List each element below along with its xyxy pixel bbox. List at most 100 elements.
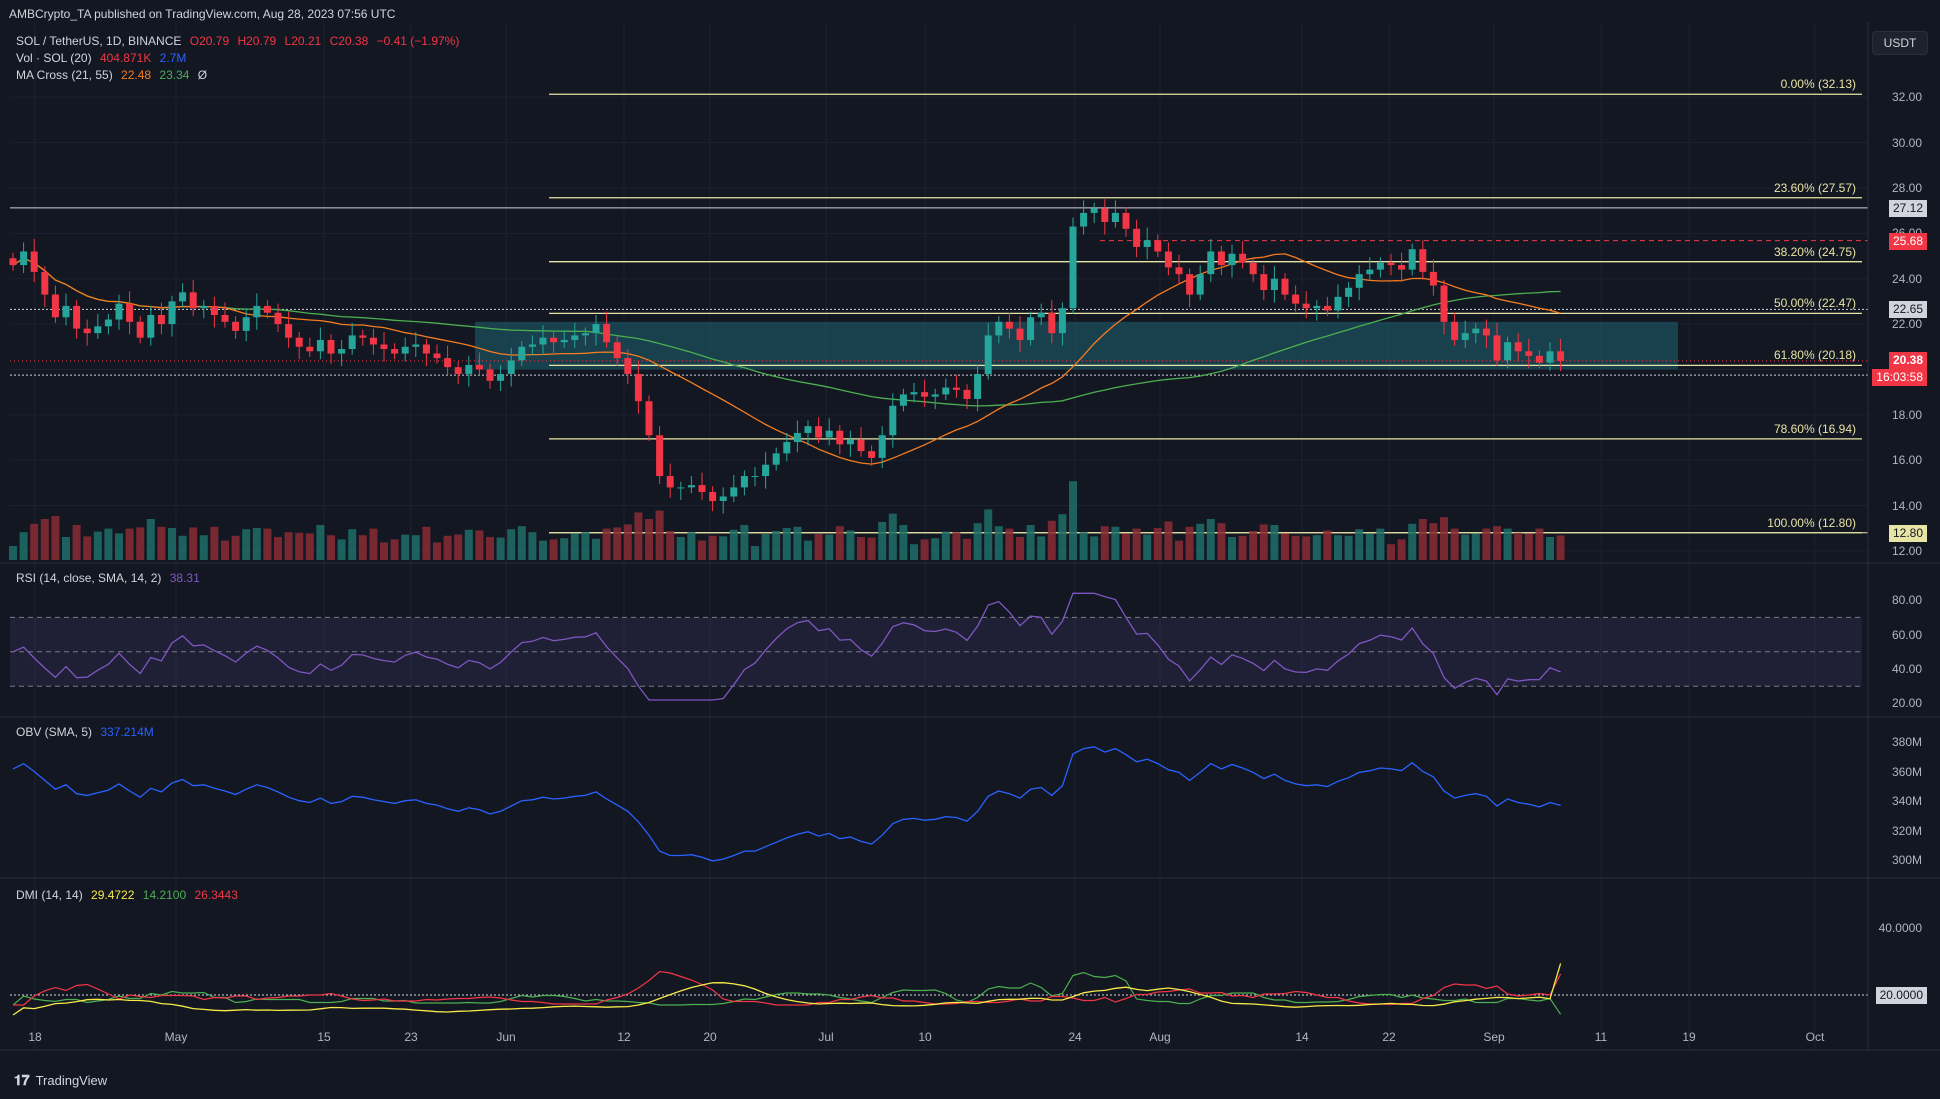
volume-bar [676,537,685,560]
date-tick-label: 20 [703,1030,717,1044]
candle-body [1546,351,1554,363]
volume-bar [83,536,92,560]
candle-body [348,335,356,350]
candle-body [497,373,505,381]
volume-bar [433,542,441,560]
candle-body [528,344,536,347]
candle-body [253,305,261,318]
volume-bar [602,528,611,560]
candle-body [613,342,621,359]
candle-body [1186,274,1194,295]
candle-body [1080,212,1088,227]
volume-bar [1440,517,1448,560]
volume-bar [93,531,102,560]
candle-body [571,335,579,340]
publish-info: AMBCrypto_TA published on TradingView.co… [9,7,396,21]
volume-bar [549,539,558,560]
ma-label: MA Cross (21, 55) [16,68,113,82]
obv-tick-label: 380M [1891,735,1922,750]
fib-level-label: 0.00% (32.13) [1780,77,1856,92]
price-tick-label: 14.00 [1891,498,1922,513]
candle-body [465,364,473,374]
candle-body [232,321,240,331]
obv-line [12,746,1561,862]
obv-tick-label: 360M [1891,764,1922,779]
candle-body [1419,249,1427,272]
volume-bar [1090,536,1099,560]
candles[interactable] [9,199,1565,514]
ma-slow-value: 23.34 [159,68,190,82]
rsi-value: 38.31 [169,571,200,585]
candle-body [221,315,229,322]
volume-bar [1143,534,1152,560]
candle-body [1101,208,1109,222]
candle-body [444,358,452,368]
volume-bar [72,525,81,560]
obv-label: OBV (SMA, 5) [16,725,93,739]
volume-bar [1291,535,1300,560]
volume-bar [316,525,325,560]
volume-bar [1132,528,1141,560]
candle-body [1281,278,1289,295]
volume-bar [348,529,357,560]
candle-body [910,392,918,395]
candle-body [592,324,600,334]
candle-body [263,305,271,313]
volume-bar [1047,520,1056,560]
rsi-band [10,617,1862,687]
volume-bar [62,537,70,560]
candle-body [1440,285,1448,322]
volume-bar [380,542,388,560]
volume-bar [899,525,908,560]
volume-label: Vol · SOL (20) [16,51,92,65]
candle-body [793,432,801,443]
candle-body [878,435,886,458]
candle-body [1355,274,1363,288]
candle-body [634,373,642,402]
candle-body [804,426,812,433]
volume-bar [390,539,399,560]
candle-body [200,305,208,309]
volume-ma-value: 2.7M [159,51,187,65]
volume-bar [772,531,781,560]
volume-bar [1122,533,1130,560]
volume-bar [1217,523,1226,560]
volume-bar [1365,533,1374,560]
price-tick-label: 18.00 [1891,407,1922,422]
candle-body [762,464,770,477]
volume-bar [973,523,982,560]
date-tick-label: 10 [918,1030,932,1044]
candle-body [687,485,695,488]
volume-bar [40,519,49,560]
dmi-plus-value: 14.2100 [142,888,187,902]
volume-bar [708,535,717,560]
currency-button[interactable]: USDT [1872,31,1928,55]
candle-body [380,344,388,350]
date-tick-label: 14 [1295,1030,1309,1044]
volume-bar [19,532,28,560]
price-tick-label: 16.00 [1891,453,1922,468]
candle-body [1133,228,1141,247]
volume-bar [411,535,420,560]
footer[interactable]: 𝟏𝟕 TradingView [14,1072,107,1089]
volume-bar [1482,528,1491,560]
candle-body [984,335,992,374]
candle-body [1429,271,1437,286]
volume-bar [295,532,304,560]
dmi-minus-value: 26.3443 [194,888,238,902]
volume-bar [1228,537,1236,560]
pane-separators [0,22,1940,1051]
symbol-label: SOL / TetherUS, 1D, BINANCE [16,34,182,48]
candle-body [1504,342,1512,361]
candle-body [94,326,102,334]
volume-bar [1312,535,1321,560]
candle-body [1154,240,1162,252]
price-level-badge: 25.68 [1888,232,1927,250]
candle-body [581,333,589,336]
candle-body [1111,212,1119,222]
volume-bar [539,540,547,560]
candle-body [603,324,611,343]
price-tick-label: 28.00 [1891,180,1922,195]
candle-body [412,344,420,347]
